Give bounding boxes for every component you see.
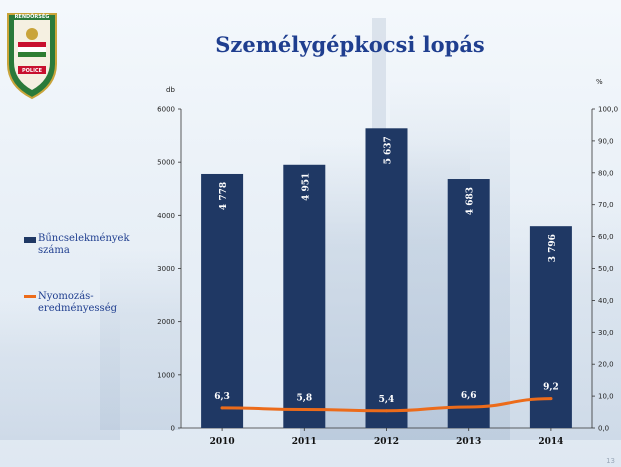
bar	[201, 173, 244, 428]
y-right-tick-label: 20,0	[598, 361, 614, 369]
bar	[283, 164, 326, 428]
bar-value-label: 4 683	[466, 187, 476, 215]
line-point	[220, 406, 224, 410]
legend-bar-label-line1: Bűncselekmények	[38, 233, 130, 244]
y-right-tick-label: 10,0	[598, 393, 614, 401]
y-left-tick-label: 4000	[157, 212, 175, 220]
line-value-label: 6,3	[214, 392, 230, 402]
line-value-label: 5,8	[296, 393, 312, 403]
page-number: 13	[606, 457, 615, 465]
x-tick-label: 2014	[538, 437, 563, 447]
y-right-tick-label: 0,0	[598, 425, 609, 433]
line-value-label: 6,6	[461, 391, 477, 401]
line-point	[467, 405, 471, 409]
y-left-tick-label: 6000	[157, 106, 175, 114]
bar-value-label: 4 778	[219, 182, 229, 210]
x-tick-label: 2013	[456, 437, 481, 447]
line-value-label: 9,2	[543, 383, 559, 393]
bar-value-label: 4 951	[301, 173, 311, 201]
line-value-label: 5,4	[379, 395, 395, 405]
y-left-axis-label: db	[166, 86, 175, 94]
y-right-tick-label: 90,0	[598, 137, 614, 145]
x-tick-label: 2012	[374, 437, 399, 447]
badge-bottom-text: POLICE	[22, 68, 43, 74]
police-badge-logo: RENDŐRSÉG POLICE	[7, 12, 57, 100]
y-right-tick-label: 70,0	[598, 201, 614, 209]
x-tick-label: 2010	[210, 437, 235, 447]
legend-bar-swatch	[24, 237, 36, 243]
badge-top-text: RENDŐRSÉG	[15, 12, 50, 20]
bar	[365, 128, 408, 428]
legend-bar-label-line2: száma	[38, 245, 70, 256]
bar	[447, 179, 490, 428]
y-left-tick-label: 5000	[157, 159, 175, 167]
y-left-tick-label: 1000	[157, 371, 175, 379]
y-right-axis-label: %	[596, 78, 603, 86]
legend-line-swatch	[24, 295, 36, 298]
legend-line-label-line1: Nyomozás-	[38, 291, 94, 302]
legend-line-label: Nyomozás- eredményesség	[38, 291, 168, 315]
legend-bar-label: Bűncselekmények száma	[38, 233, 168, 257]
y-left-tick-label: 3000	[157, 265, 175, 273]
bar-value-label: 3 796	[548, 234, 558, 262]
legend-line-label-line2: eredményesség	[38, 303, 118, 314]
y-left-tick-label: 2000	[157, 318, 175, 326]
x-tick-label: 2011	[292, 437, 317, 447]
y-right-tick-label: 40,0	[598, 297, 614, 305]
y-right-tick-label: 60,0	[598, 233, 614, 241]
y-right-tick-label: 80,0	[598, 169, 614, 177]
line-point	[385, 409, 388, 413]
y-right-tick-label: 30,0	[598, 329, 614, 337]
y-left-tick-label: 0	[171, 425, 175, 433]
bar-value-label: 5 637	[384, 136, 394, 164]
bar	[529, 226, 572, 428]
y-right-tick-label: 50,0	[598, 265, 614, 273]
line-point	[549, 397, 553, 401]
slide-title: Személygépkocsi lopás	[215, 32, 485, 57]
y-right-tick-label: 100,0	[598, 106, 618, 114]
line-point	[302, 407, 306, 411]
